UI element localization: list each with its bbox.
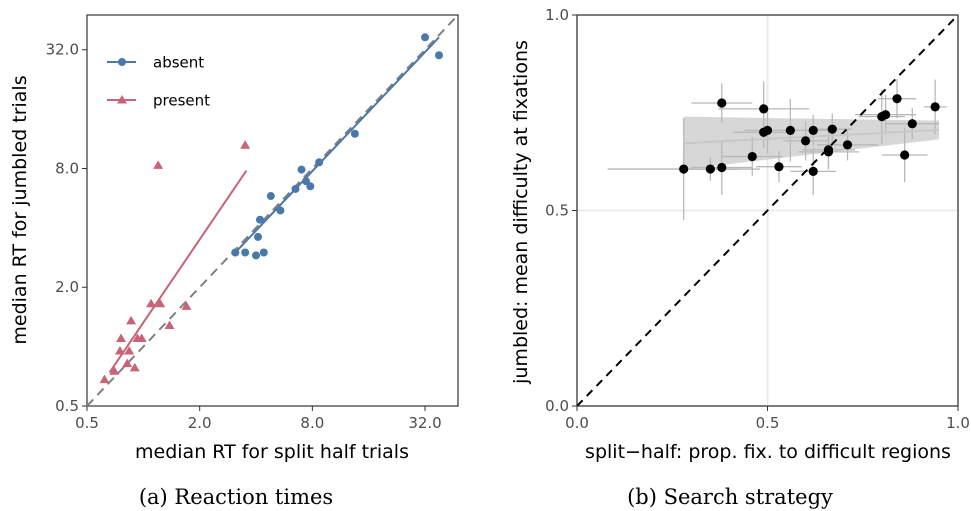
- point-absent: [350, 129, 359, 138]
- fit-line-absent: [234, 36, 440, 254]
- point-absent: [291, 184, 300, 193]
- point-absent: [435, 51, 444, 60]
- y-tick-label: 1.0: [545, 6, 569, 24]
- point-present: [122, 358, 133, 368]
- panel-a-border: [86, 14, 459, 407]
- point-present: [114, 346, 125, 355]
- point-absent: [306, 182, 315, 191]
- y-tick-label: 0.0: [545, 397, 569, 415]
- data-point: [747, 151, 757, 162]
- panel-a-xlabel: median RT for split half trials: [135, 441, 409, 463]
- point-absent: [241, 248, 250, 257]
- y-tick-label: 8.0: [55, 159, 79, 177]
- caption-b: (b) Search strategy: [627, 485, 833, 509]
- data-point: [842, 140, 853, 150]
- data-point: [762, 125, 773, 135]
- legend-present-marker: [117, 95, 127, 104]
- x-tick-label: 2.0: [188, 414, 212, 432]
- panel-b-ticks: 0.00.0 0.5 0.5 1.0 1.0: [545, 6, 970, 432]
- x-tick-label: 0.5: [756, 414, 780, 432]
- point-present: [146, 298, 157, 308]
- data-point: [827, 124, 837, 134]
- point-absent: [254, 232, 263, 241]
- y-tick-label: 0.5: [545, 202, 569, 220]
- point-present: [153, 160, 164, 169]
- point-absent: [255, 215, 264, 224]
- point-absent: [315, 158, 324, 167]
- point-present: [181, 301, 192, 310]
- point-present: [240, 140, 251, 149]
- point-present: [99, 374, 110, 384]
- y-tick-label: 2.0: [55, 278, 79, 296]
- panel-b-plot-area: [576, 14, 959, 407]
- data-point: [774, 162, 784, 172]
- point-present: [126, 315, 137, 325]
- panel-search-strategy: 0.00.0 0.5 0.5 1.0 1.0 split−half: prop. fix…: [510, 6, 970, 509]
- point-present: [109, 366, 120, 375]
- x-tick-label: 32.0: [408, 414, 441, 432]
- point-absent: [276, 206, 285, 215]
- data-point: [881, 110, 891, 120]
- panel-b-ylabel: jumbled: mean difficulty at fixations: [510, 40, 532, 385]
- point-present: [124, 346, 135, 355]
- point-present: [116, 333, 127, 342]
- data-point: [801, 136, 811, 146]
- panel-reaction-times: 0.5 2.0 8.0 32.0 0.5 2.0 8.0 32.0 absent presen…: [9, 14, 459, 509]
- identity-line: [86, 14, 459, 407]
- caption-a: (a) Reaction times: [139, 485, 333, 509]
- legend-absent-label: absent: [153, 54, 204, 72]
- point-absent: [421, 33, 430, 42]
- point-present: [129, 362, 140, 372]
- data-point: [717, 98, 727, 108]
- x-tick-label: 0.0: [565, 414, 589, 432]
- y-tick-label: 32.0: [46, 41, 79, 59]
- x-tick-label: 1.0: [946, 414, 970, 432]
- data-point: [717, 162, 727, 173]
- data-point: [705, 164, 715, 174]
- point-absent: [252, 251, 261, 260]
- legend-absent-marker: [118, 58, 126, 66]
- point-absent: [266, 192, 275, 201]
- data-point: [930, 102, 940, 112]
- panel-a-ylabel: median RT for jumbled trials: [9, 75, 31, 344]
- point-absent: [259, 248, 268, 257]
- panel-a-ticks: 0.5 2.0 8.0 32.0 0.5 2.0 8.0 32.0: [46, 41, 442, 432]
- data-point: [892, 94, 902, 104]
- point-absent: [297, 165, 306, 174]
- data-point: [808, 125, 818, 135]
- data-point: [808, 166, 818, 176]
- y-tick-label: 0.5: [55, 397, 79, 415]
- regression-line: [683, 128, 940, 145]
- data-point: [900, 150, 910, 160]
- data-point: [823, 145, 834, 155]
- fit-line-present: [108, 170, 248, 373]
- data-point: [785, 125, 795, 135]
- panel-a-plot-area: [86, 14, 459, 407]
- x-tick-label: 0.5: [75, 414, 99, 432]
- legend-present-label: present: [153, 92, 210, 110]
- point-present: [155, 298, 166, 308]
- data-point: [759, 104, 769, 114]
- data-point: [679, 164, 689, 174]
- x-tick-label: 8.0: [300, 414, 324, 432]
- identity-line: [576, 14, 959, 407]
- panel-a-legend: absent present: [107, 54, 210, 110]
- panel-b-xlabel: split−half: prop. fix. to difficult regi…: [585, 441, 951, 463]
- point-absent: [231, 248, 240, 257]
- data-point: [907, 119, 917, 129]
- point-present: [136, 333, 147, 342]
- point-present: [164, 320, 175, 329]
